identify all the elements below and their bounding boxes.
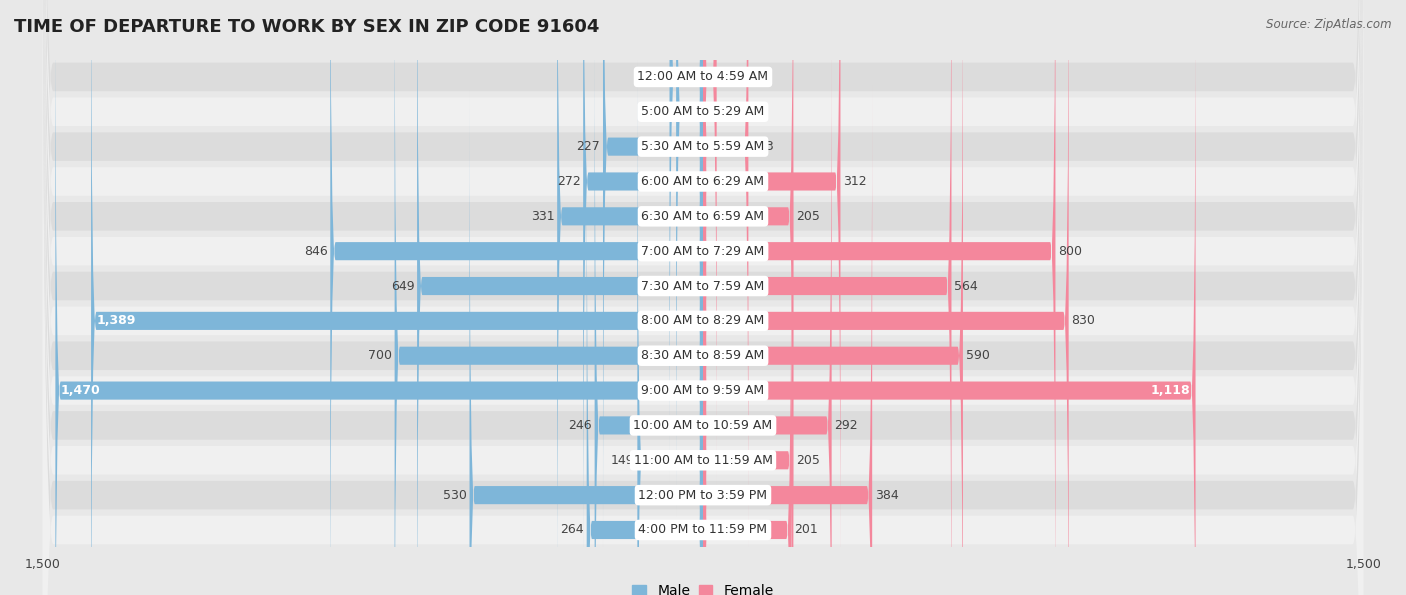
Text: 5:30 AM to 5:59 AM: 5:30 AM to 5:59 AM	[641, 140, 765, 153]
Text: 12:00 AM to 4:59 AM: 12:00 AM to 4:59 AM	[637, 70, 769, 83]
FancyBboxPatch shape	[395, 0, 703, 595]
FancyBboxPatch shape	[42, 0, 1364, 595]
FancyBboxPatch shape	[42, 0, 1364, 595]
Text: 8:30 AM to 8:59 AM: 8:30 AM to 8:59 AM	[641, 349, 765, 362]
Text: 31: 31	[720, 70, 735, 83]
Text: 312: 312	[844, 175, 866, 188]
Text: 12:00 PM to 3:59 PM: 12:00 PM to 3:59 PM	[638, 488, 768, 502]
Text: 1,118: 1,118	[1150, 384, 1191, 397]
FancyBboxPatch shape	[42, 0, 1364, 595]
FancyBboxPatch shape	[703, 0, 717, 486]
Text: 7:30 AM to 7:59 AM: 7:30 AM to 7:59 AM	[641, 280, 765, 293]
FancyBboxPatch shape	[583, 0, 703, 591]
FancyBboxPatch shape	[669, 0, 703, 486]
Text: 1,470: 1,470	[60, 384, 100, 397]
FancyBboxPatch shape	[595, 16, 703, 595]
FancyBboxPatch shape	[703, 0, 841, 591]
FancyBboxPatch shape	[703, 86, 872, 595]
Text: 0: 0	[706, 105, 714, 118]
FancyBboxPatch shape	[418, 0, 703, 595]
FancyBboxPatch shape	[703, 16, 831, 595]
FancyBboxPatch shape	[42, 0, 1364, 595]
FancyBboxPatch shape	[703, 0, 793, 595]
Text: 1,389: 1,389	[97, 314, 136, 327]
Text: 7:00 AM to 7:29 AM: 7:00 AM to 7:29 AM	[641, 245, 765, 258]
Text: 76: 76	[651, 70, 666, 83]
FancyBboxPatch shape	[42, 0, 1364, 595]
Text: 800: 800	[1059, 245, 1083, 258]
Text: 103: 103	[751, 140, 775, 153]
FancyBboxPatch shape	[703, 0, 1195, 595]
Text: 4:00 PM to 11:59 PM: 4:00 PM to 11:59 PM	[638, 524, 768, 537]
Text: 6:00 AM to 6:29 AM: 6:00 AM to 6:29 AM	[641, 175, 765, 188]
Text: 530: 530	[443, 488, 467, 502]
FancyBboxPatch shape	[91, 0, 703, 595]
FancyBboxPatch shape	[42, 0, 1364, 595]
FancyBboxPatch shape	[42, 0, 1364, 595]
FancyBboxPatch shape	[703, 51, 793, 595]
Text: 830: 830	[1071, 314, 1095, 327]
Text: 564: 564	[955, 280, 977, 293]
FancyBboxPatch shape	[586, 121, 703, 595]
Text: 384: 384	[875, 488, 898, 502]
Text: 8:00 AM to 8:29 AM: 8:00 AM to 8:29 AM	[641, 314, 765, 327]
Text: 205: 205	[796, 210, 820, 223]
FancyBboxPatch shape	[42, 0, 1364, 595]
Text: 649: 649	[391, 280, 415, 293]
FancyBboxPatch shape	[703, 0, 748, 556]
Text: 272: 272	[557, 175, 581, 188]
Text: 205: 205	[796, 454, 820, 466]
FancyBboxPatch shape	[637, 51, 703, 595]
FancyBboxPatch shape	[470, 86, 703, 595]
Text: 61: 61	[658, 105, 673, 118]
FancyBboxPatch shape	[557, 0, 703, 595]
FancyBboxPatch shape	[703, 0, 1056, 595]
FancyBboxPatch shape	[703, 0, 952, 595]
Text: Source: ZipAtlas.com: Source: ZipAtlas.com	[1267, 18, 1392, 31]
FancyBboxPatch shape	[703, 0, 1069, 595]
FancyBboxPatch shape	[603, 0, 703, 556]
Text: 10:00 AM to 10:59 AM: 10:00 AM to 10:59 AM	[634, 419, 772, 432]
Text: 700: 700	[368, 349, 392, 362]
FancyBboxPatch shape	[42, 0, 1364, 595]
Text: 6:30 AM to 6:59 AM: 6:30 AM to 6:59 AM	[641, 210, 765, 223]
Text: 292: 292	[834, 419, 858, 432]
Text: 264: 264	[561, 524, 583, 537]
FancyBboxPatch shape	[330, 0, 703, 595]
FancyBboxPatch shape	[42, 0, 1364, 595]
Text: 149: 149	[612, 454, 634, 466]
Text: 227: 227	[576, 140, 600, 153]
Text: 9:00 AM to 9:59 AM: 9:00 AM to 9:59 AM	[641, 384, 765, 397]
Text: 846: 846	[304, 245, 328, 258]
FancyBboxPatch shape	[55, 0, 703, 595]
Text: 590: 590	[966, 349, 990, 362]
FancyBboxPatch shape	[703, 121, 792, 595]
FancyBboxPatch shape	[42, 0, 1364, 595]
FancyBboxPatch shape	[42, 0, 1364, 595]
FancyBboxPatch shape	[42, 0, 1364, 595]
Text: TIME OF DEPARTURE TO WORK BY SEX IN ZIP CODE 91604: TIME OF DEPARTURE TO WORK BY SEX IN ZIP …	[14, 18, 599, 36]
Text: 246: 246	[568, 419, 592, 432]
Text: 11:00 AM to 11:59 AM: 11:00 AM to 11:59 AM	[634, 454, 772, 466]
FancyBboxPatch shape	[42, 0, 1364, 595]
Text: 5:00 AM to 5:29 AM: 5:00 AM to 5:29 AM	[641, 105, 765, 118]
Text: 201: 201	[794, 524, 818, 537]
Legend: Male, Female: Male, Female	[627, 579, 779, 595]
Text: 331: 331	[531, 210, 554, 223]
FancyBboxPatch shape	[703, 0, 963, 595]
FancyBboxPatch shape	[676, 0, 703, 521]
